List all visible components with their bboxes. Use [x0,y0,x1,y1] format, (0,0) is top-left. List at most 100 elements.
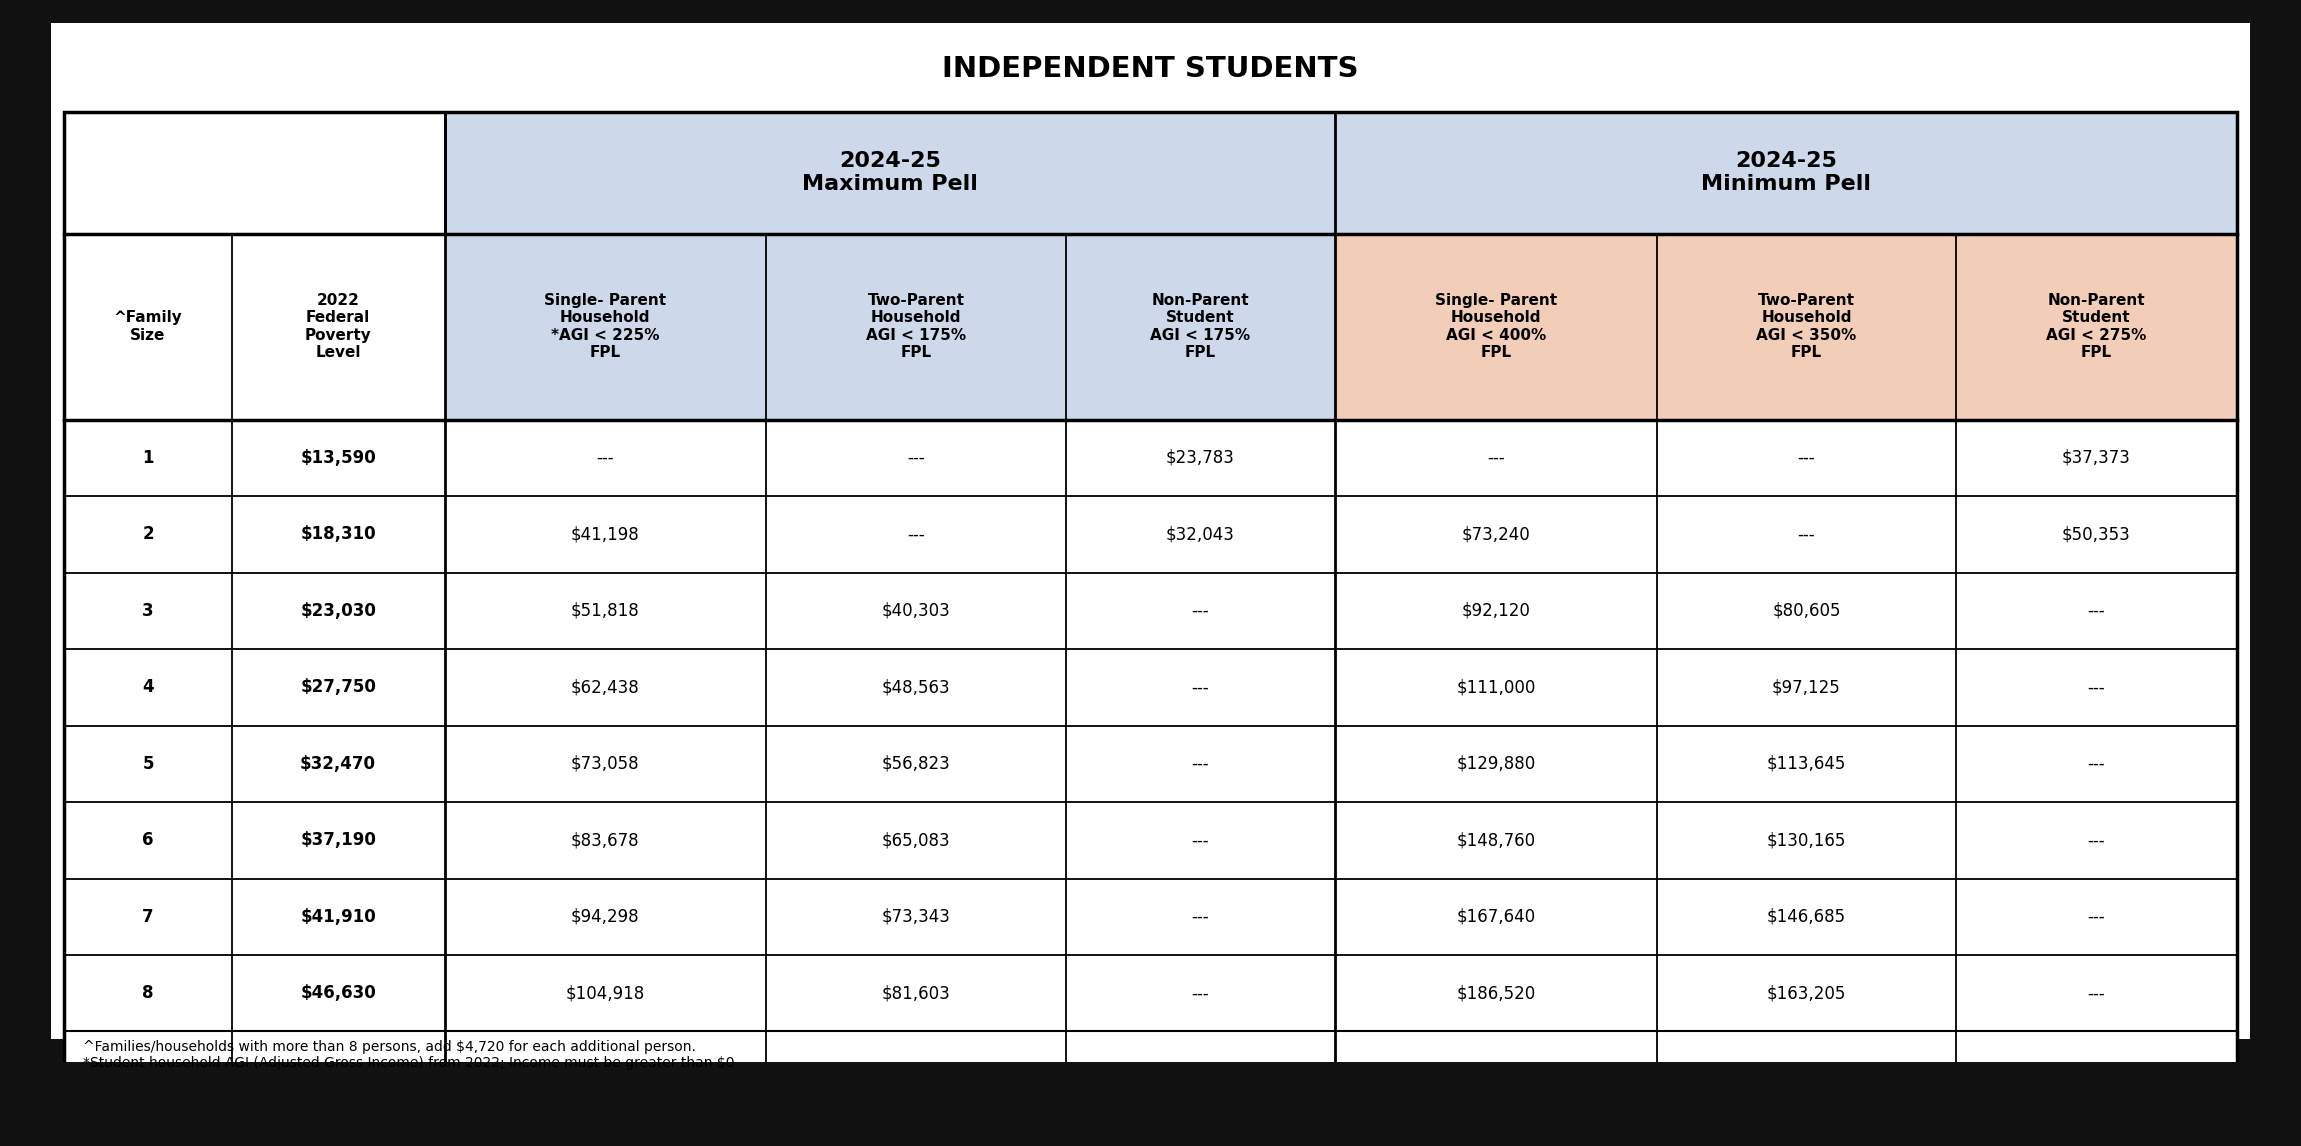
Text: $48,563: $48,563 [881,678,950,697]
Bar [444,649,766,725]
Bar [766,496,1065,573]
Bar [1657,496,1956,573]
Bar [444,725,766,802]
Text: $163,205: $163,205 [1767,984,1845,1003]
Text: $32,043: $32,043 [1167,525,1236,543]
Text: $111,000: $111,000 [1457,678,1535,697]
Bar [64,1031,2237,1127]
Bar [1065,649,1335,725]
Text: ---: --- [1486,449,1505,466]
Bar [766,879,1065,955]
Bar [1657,955,1956,1031]
Bar [64,725,232,802]
Bar [232,879,444,955]
Text: $97,125: $97,125 [1772,678,1841,697]
Bar [1065,419,1335,496]
Bar [1956,879,2237,955]
Text: $104,918: $104,918 [566,984,644,1003]
Text: ---: --- [1192,678,1210,697]
Text: 2024-25
Maximum Pell: 2024-25 Maximum Pell [803,151,978,194]
Text: 8: 8 [143,984,154,1003]
Bar [64,802,232,879]
Bar [64,419,232,496]
Bar [766,573,1065,649]
Text: ---: --- [2087,908,2105,926]
Bar [1335,879,1657,955]
Bar [1335,802,1657,879]
Bar [1335,649,1657,725]
Text: $148,760: $148,760 [1457,831,1535,849]
Bar [1065,879,1335,955]
Bar [1065,802,1335,879]
Text: $186,520: $186,520 [1457,984,1535,1003]
Bar [766,419,1065,496]
Bar [64,496,232,573]
Text: $13,590: $13,590 [299,449,375,466]
Bar [1657,649,1956,725]
Text: $37,190: $37,190 [299,831,375,849]
Bar [1065,955,1335,1031]
Bar [1956,802,2237,879]
Bar [64,649,232,725]
Text: ---: --- [2087,831,2105,849]
Text: ---: --- [1797,525,1815,543]
Text: $56,823: $56,823 [881,755,950,772]
Bar [1657,573,1956,649]
Text: Non-Parent
Student
AGI < 275%
FPL: Non-Parent Student AGI < 275% FPL [2046,293,2147,360]
Text: $73,343: $73,343 [881,908,950,926]
Text: $50,353: $50,353 [2062,525,2131,543]
Bar [1335,419,1657,496]
Text: 5: 5 [143,755,154,772]
Bar [1657,234,1956,419]
Bar [444,111,2237,234]
Text: ---: --- [907,525,925,543]
Text: 6: 6 [143,831,154,849]
Bar [232,419,444,496]
Text: ---: --- [1192,831,1210,849]
Text: $73,240: $73,240 [1461,525,1530,543]
Bar [766,234,1065,419]
Bar [444,234,766,419]
Bar [1956,234,2237,419]
Bar [1956,649,2237,725]
Text: ---: --- [596,449,614,466]
Text: 1: 1 [143,449,154,466]
Text: $27,750: $27,750 [299,678,375,697]
Bar [232,496,444,573]
Bar [1065,234,1335,419]
Text: Two-Parent
Household
AGI < 350%
FPL: Two-Parent Household AGI < 350% FPL [1756,293,1857,360]
Bar [766,955,1065,1031]
Bar [232,725,444,802]
Text: 2022
Federal
Poverty
Level: 2022 Federal Poverty Level [304,293,370,360]
Bar [64,111,444,234]
Bar [1335,573,1657,649]
Bar [1956,419,2237,496]
Bar [64,879,232,955]
Bar [444,955,766,1031]
Text: $94,298: $94,298 [571,908,640,926]
Text: $113,645: $113,645 [1767,755,1845,772]
Text: Single- Parent
Household
*AGI < 225%
FPL: Single- Parent Household *AGI < 225% FPL [545,293,667,360]
Text: $41,910: $41,910 [299,908,375,926]
Text: $46,630: $46,630 [299,984,375,1003]
Text: ^Families/households with more than 8 persons, add $4,720 for each additional pe: ^Families/households with more than 8 pe… [83,1039,734,1070]
Bar [766,725,1065,802]
Text: $51,818: $51,818 [571,602,640,620]
Text: ---: --- [2087,984,2105,1003]
Text: $130,165: $130,165 [1767,831,1845,849]
Text: ---: --- [1192,755,1210,772]
Bar [1335,496,1657,573]
Text: $40,303: $40,303 [881,602,950,620]
Text: Non-Parent
Student
AGI < 175%
FPL: Non-Parent Student AGI < 175% FPL [1150,293,1249,360]
Text: $81,603: $81,603 [881,984,950,1003]
Text: ---: --- [1797,449,1815,466]
Text: $37,373: $37,373 [2062,449,2131,466]
Text: Single- Parent
Household
AGI < 400%
FPL: Single- Parent Household AGI < 400% FPL [1436,293,1558,360]
Text: $65,083: $65,083 [881,831,950,849]
Bar [444,879,766,955]
Bar [1657,802,1956,879]
Bar [1657,879,1956,955]
Text: Two-Parent
Household
AGI < 175%
FPL: Two-Parent Household AGI < 175% FPL [865,293,966,360]
Text: $129,880: $129,880 [1457,755,1535,772]
Text: $32,470: $32,470 [299,755,375,772]
